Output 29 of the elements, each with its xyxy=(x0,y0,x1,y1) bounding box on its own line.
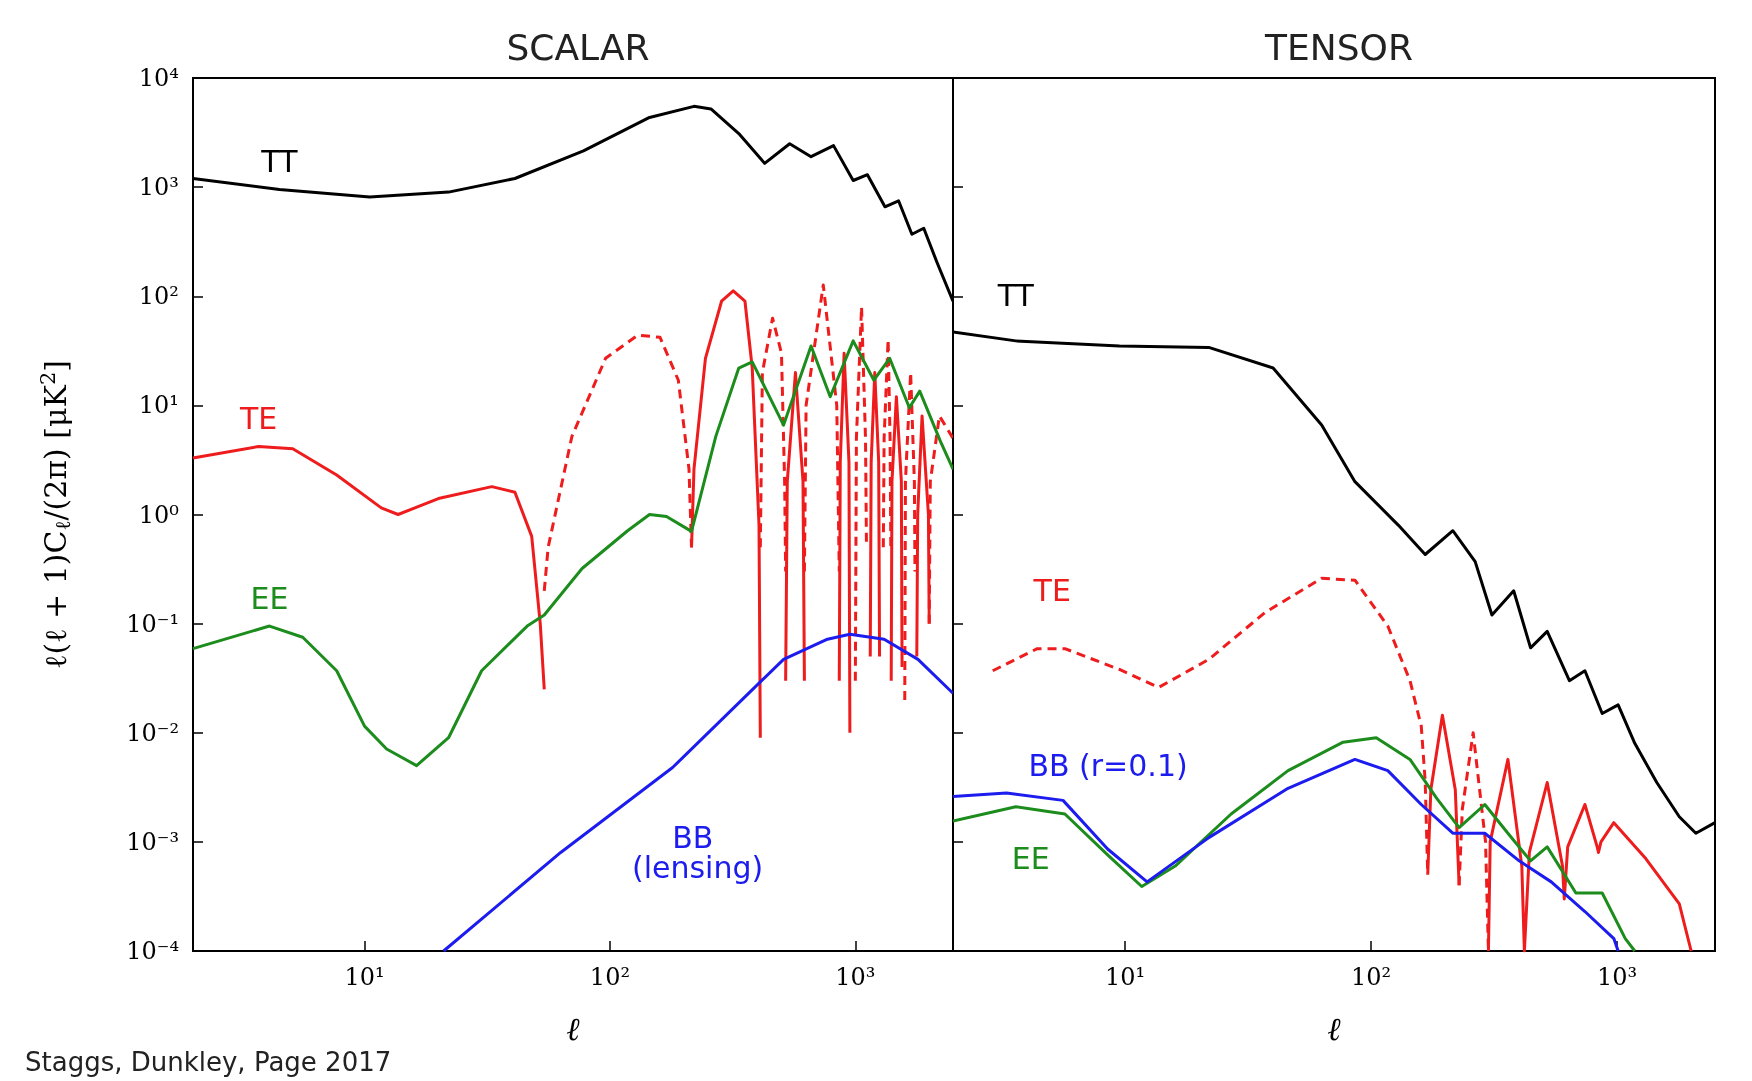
series-label: TT xyxy=(996,278,1035,314)
series-label: EE xyxy=(250,580,289,616)
text: Staggs, Dunkley, Page 2017 xyxy=(25,1047,392,1077)
y-axis-title: ℓ(ℓ + 1)Cℓ/(2π) [μK2] xyxy=(36,360,75,669)
y-tick-label: 10³ xyxy=(138,173,179,202)
y-tick-label: 10⁻² xyxy=(126,718,179,747)
x-axis-title: ℓ xyxy=(1327,1010,1342,1048)
series-label: BB (lensing) xyxy=(631,820,764,886)
series-label: EE xyxy=(1011,841,1050,877)
y-tick-label: 10⁰ xyxy=(138,500,179,529)
x-tick-label: 10² xyxy=(589,963,631,991)
x-tick-label: 10³ xyxy=(835,963,876,991)
x-tick-label: 10¹ xyxy=(1104,963,1146,991)
y-tick-label: 10⁻³ xyxy=(126,827,179,856)
x-tick-label: 10¹ xyxy=(344,963,385,991)
y-tick-label: 10⁻¹ xyxy=(126,609,179,638)
series-label: TE xyxy=(1032,573,1071,609)
series-label: TE xyxy=(238,400,278,436)
x-tick-label: 10² xyxy=(1350,963,1392,991)
y-tick-label: 10⁻⁴ xyxy=(126,937,179,965)
y-tick-label: 10² xyxy=(138,282,179,311)
y-tick-label: 10⁴ xyxy=(138,64,179,92)
series-label: BB (r=0.1) xyxy=(1028,747,1188,783)
chart-title: SCALAR xyxy=(506,26,650,68)
chart-title: TENSOR xyxy=(1264,26,1413,68)
x-axis-title: ℓ xyxy=(566,1010,581,1048)
y-tick-label: 10¹ xyxy=(138,391,179,420)
series-label: TT xyxy=(260,144,299,180)
x-tick-label: 10³ xyxy=(1597,963,1638,991)
